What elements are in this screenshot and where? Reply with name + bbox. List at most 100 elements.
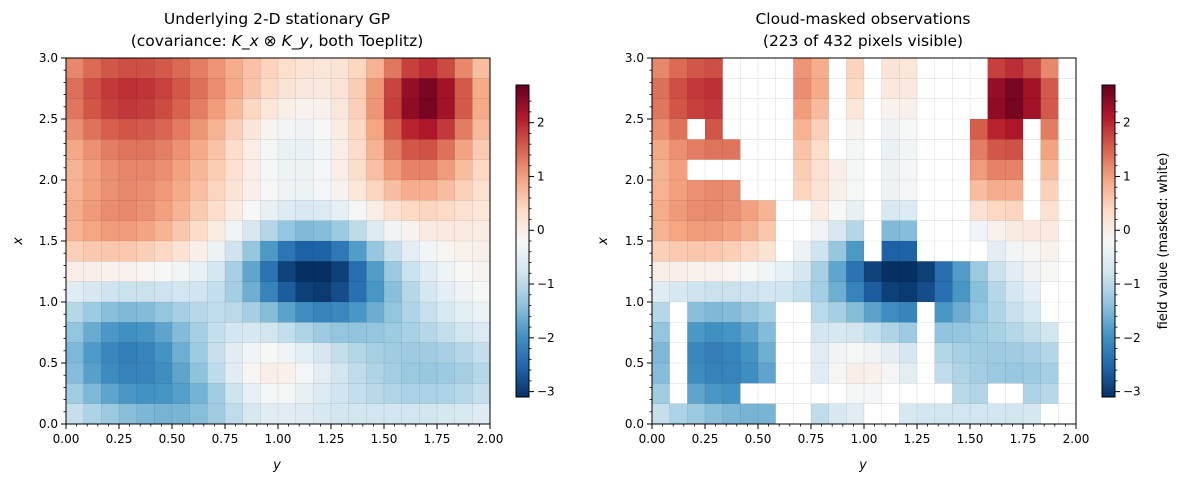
heatmap-cell (1005, 159, 1024, 181)
heatmap-cell (331, 220, 350, 242)
heatmap-cell (366, 342, 385, 364)
colorbar-tick-label: −1 (1123, 277, 1141, 291)
heatmap-cell (472, 383, 491, 405)
heatmap-cell (952, 363, 971, 384)
heatmap-cell (366, 383, 385, 405)
heatmap-cell (366, 261, 385, 283)
heatmap-cell (189, 119, 208, 140)
heatmap-cell (864, 302, 883, 323)
heatmap-cell (652, 58, 671, 79)
colorbar-segment (516, 152, 529, 156)
colorbar-segment (516, 241, 529, 244)
masked-cell (740, 159, 759, 181)
heatmap-cell (172, 78, 191, 100)
heatmap-cell (119, 159, 138, 181)
colorbar-segment (1102, 295, 1115, 299)
masked-cell (1058, 200, 1077, 222)
heatmap-cell (705, 281, 724, 303)
heatmap-cell (899, 302, 918, 323)
heatmap-cell (207, 363, 226, 384)
heatmap-cell (154, 261, 173, 283)
heatmap-cell (828, 302, 847, 323)
masked-cell (934, 119, 953, 140)
heatmap-cell (472, 180, 491, 201)
colorbar-segment (516, 189, 529, 192)
colorbar-segment (516, 212, 529, 216)
colorbar-segment (1102, 308, 1115, 312)
heatmap-cell (419, 383, 438, 405)
heatmap-cell (172, 119, 191, 140)
colorbar-segment (1102, 108, 1115, 112)
colorbar-segment (1102, 386, 1115, 390)
x-tick-label: 1.00 (851, 432, 878, 446)
heatmap-cell (384, 403, 403, 425)
heatmap-cell (348, 180, 367, 201)
colorbar-segment (1102, 306, 1115, 309)
heatmap-cell (1040, 363, 1059, 384)
heatmap-cell (1005, 98, 1024, 120)
colorbar-tick-label: 0 (1123, 223, 1131, 237)
heatmap-cell (687, 383, 706, 405)
heatmap-cell (295, 139, 314, 161)
colorbar-segment (1102, 365, 1115, 369)
heatmap-cell (119, 281, 138, 303)
left-heatmap-cells (66, 58, 491, 425)
heatmap-cell (207, 98, 226, 120)
heatmap-cell (952, 342, 971, 364)
heatmap-cell (101, 220, 120, 242)
heatmap-cell (313, 159, 332, 181)
colorbar-segment (516, 98, 529, 101)
heatmap-cell (384, 241, 403, 262)
colorbar-segment (1102, 277, 1115, 281)
colorbar-segment (1102, 113, 1115, 117)
heatmap-cell (278, 58, 297, 79)
colorbar-segment (1102, 256, 1115, 260)
heatmap-cell (225, 383, 244, 405)
heatmap-cell (384, 363, 403, 384)
heatmap-cell (970, 119, 989, 140)
colorbar-segment (1102, 264, 1115, 268)
heatmap-cell (331, 403, 350, 425)
heatmap-cell (793, 281, 812, 303)
heatmap-cell (154, 58, 173, 79)
heatmap-cell (66, 342, 85, 364)
heatmap-cell (846, 241, 865, 262)
heatmap-cell (348, 241, 367, 262)
colorbar-segment (1102, 207, 1115, 211)
heatmap-cell (331, 139, 350, 161)
heatmap-cell (419, 322, 438, 344)
heatmap-cell (758, 200, 777, 222)
heatmap-cell (83, 241, 102, 262)
heatmap-cell (101, 200, 120, 222)
heatmap-cell (313, 322, 332, 344)
heatmap-cell (278, 200, 297, 222)
heatmap-cell (705, 342, 724, 364)
colorbar-segment (1102, 272, 1115, 276)
heatmap-cell (811, 159, 830, 181)
colorbar-segment (1102, 371, 1115, 374)
heatmap-cell (934, 281, 953, 303)
heatmap-cell (119, 220, 138, 242)
heatmap-cell (454, 383, 473, 405)
heatmap-cell (66, 302, 85, 323)
heatmap-cell (740, 302, 759, 323)
x-tick-label: 1.25 (318, 432, 345, 446)
colorbar-segment (1102, 170, 1115, 174)
colorbar-segment (516, 121, 529, 125)
heatmap-cell (652, 342, 671, 364)
heatmap-cell (348, 302, 367, 323)
heatmap-cell (970, 200, 989, 222)
masked-cell (775, 363, 794, 384)
colorbar-segment (516, 137, 529, 140)
heatmap-cell (225, 78, 244, 100)
heatmap-cell (437, 200, 456, 222)
heatmap-cell (652, 403, 671, 425)
heatmap-cell (366, 241, 385, 262)
colorbar-segment (516, 280, 529, 283)
heatmap-cell (401, 98, 420, 120)
colorbar-segment (516, 264, 529, 268)
colorbar-segment (1102, 267, 1115, 270)
colorbar-segment (516, 199, 529, 203)
colorbar-segment (516, 228, 529, 231)
heatmap-cell (278, 78, 297, 100)
